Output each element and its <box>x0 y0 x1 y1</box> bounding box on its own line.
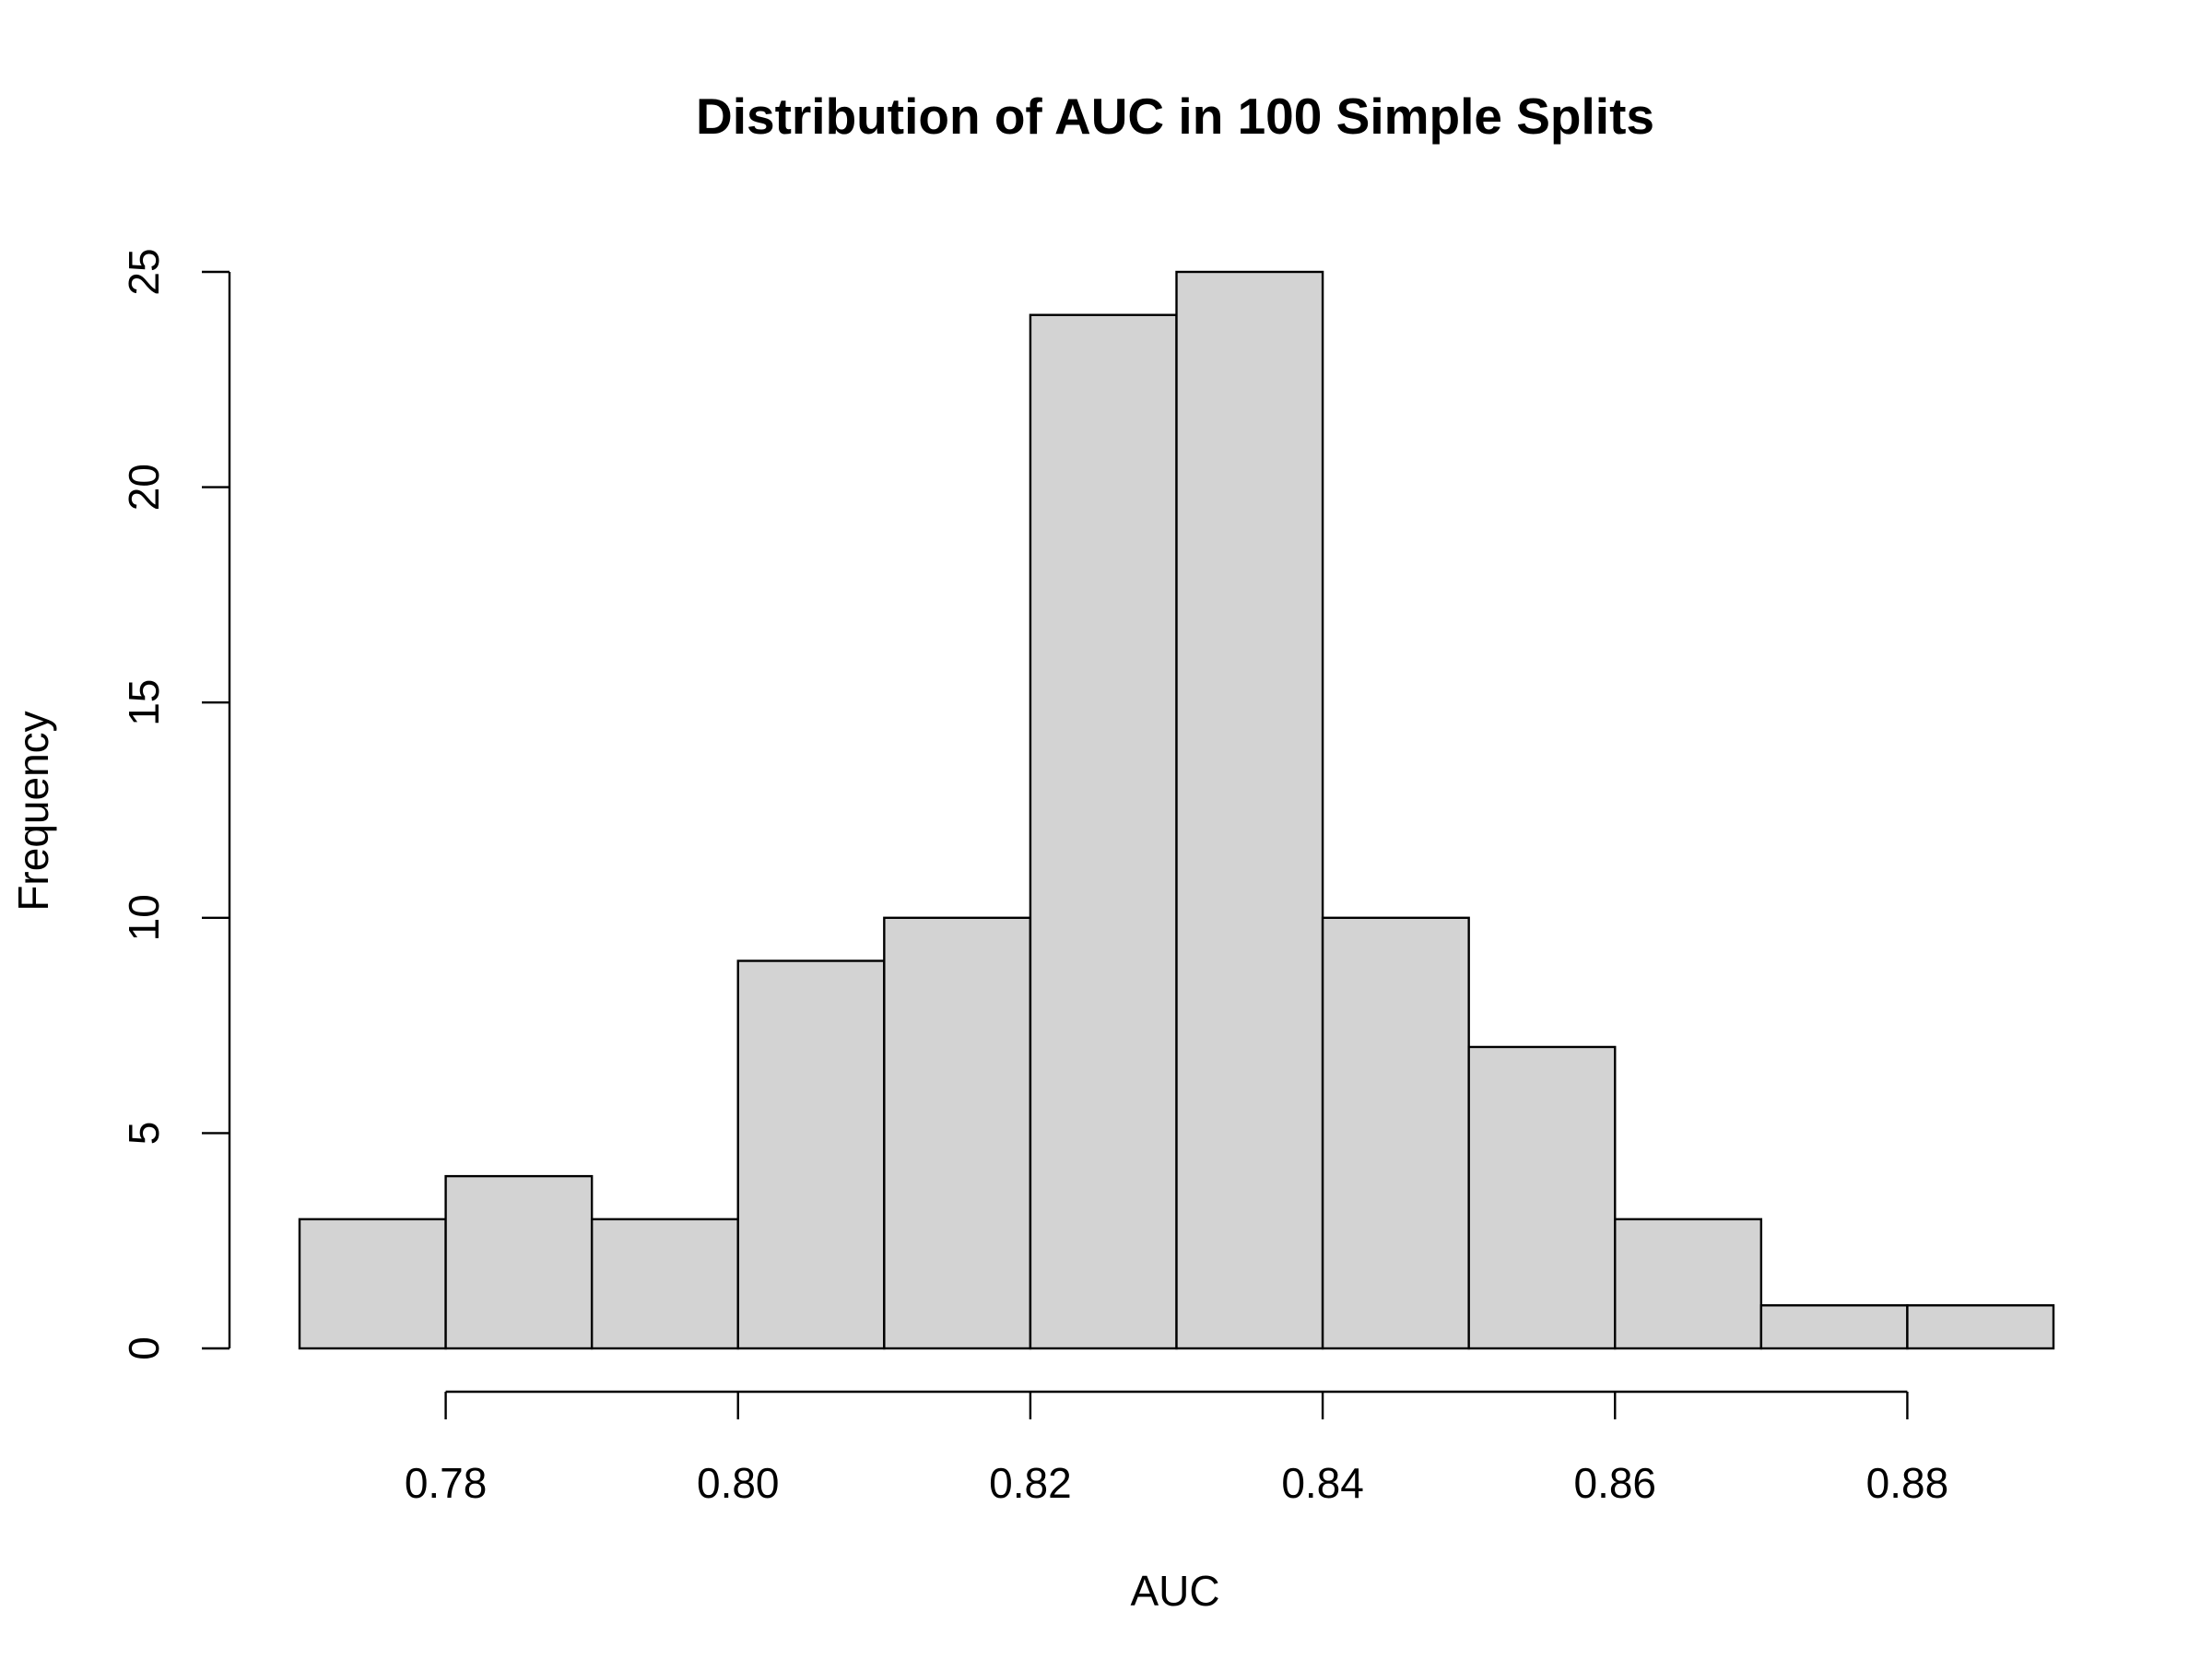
histogram-bar-6 <box>1029 313 1178 1350</box>
histogram-bar-11 <box>1759 1304 1909 1350</box>
histogram-bar-2 <box>444 1174 594 1350</box>
x-axis-label: AUC <box>1130 1567 1219 1615</box>
x-tick-label: 0.80 <box>697 1459 780 1507</box>
x-axis: 0.78 0.80 0.82 0.84 0.86 0.88 <box>405 1390 1949 1507</box>
x-tick-label: 0.86 <box>1573 1459 1656 1507</box>
x-tick-label: 0.78 <box>405 1459 488 1507</box>
y-tick-label: 0 <box>120 1336 168 1360</box>
y-axis-label: Frequency <box>9 711 57 911</box>
y-tick-label: 10 <box>120 894 168 941</box>
y-axis: 0 5 10 15 20 25 <box>120 248 231 1360</box>
x-tick-label: 0.84 <box>1281 1459 1364 1507</box>
bars-group <box>298 270 2055 1350</box>
x-tick-label: 0.88 <box>1866 1459 1949 1507</box>
y-tick-label: 15 <box>120 679 168 726</box>
histogram-bar-3 <box>590 1218 739 1350</box>
histogram-bar-12 <box>1906 1304 2055 1350</box>
histogram-bar-10 <box>1614 1218 1763 1350</box>
histogram-bar-7 <box>1175 270 1324 1350</box>
y-tick-label: 25 <box>120 248 168 295</box>
chart-title: Distribution of AUC in 100 Simple Splits <box>696 88 1654 145</box>
y-tick-label: 5 <box>120 1122 168 1146</box>
x-tick-label: 0.82 <box>989 1459 1072 1507</box>
histogram-bar-4 <box>736 959 886 1350</box>
histogram-bar-8 <box>1321 916 1470 1350</box>
histogram-bar-1 <box>298 1218 447 1350</box>
histogram-bar-9 <box>1467 1045 1617 1350</box>
histogram-bar-5 <box>883 916 1032 1350</box>
y-tick-label: 20 <box>120 464 168 511</box>
